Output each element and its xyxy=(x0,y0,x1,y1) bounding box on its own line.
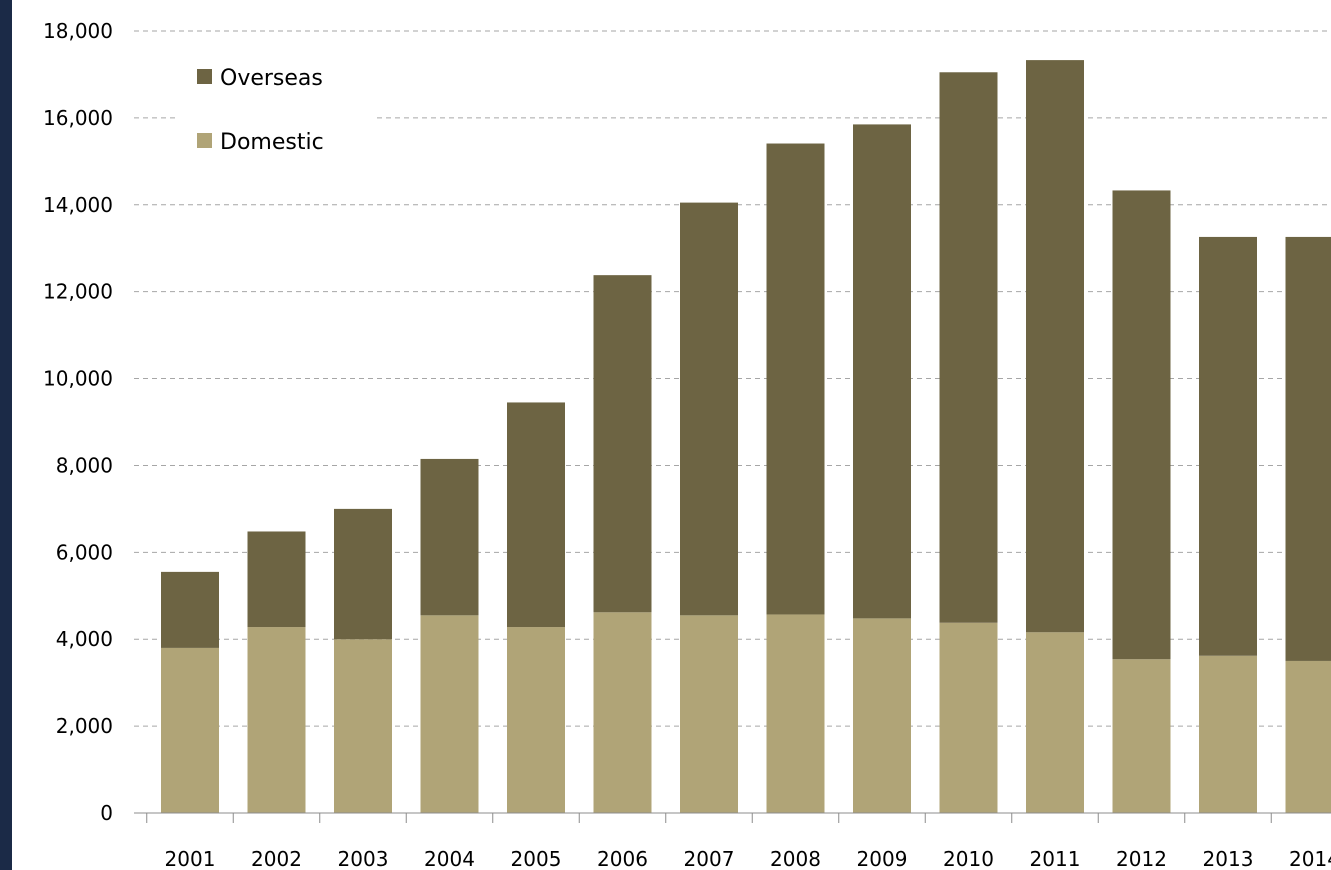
y-axis-tick-labels: 0 2,000 4,000 6,000 8,000 10,000 12,000 14,000 1… xyxy=(43,19,113,825)
x-tick-label: 2011 xyxy=(1030,847,1081,870)
legend-label-domestic: Domestic xyxy=(220,130,324,155)
bar-domestic xyxy=(853,618,911,813)
x-axis: 2001 2002 2003 2004 2005 2006 2007 2008 2009 2010… xyxy=(134,812,1331,870)
bar-domestic xyxy=(1026,632,1084,813)
bar-domestic xyxy=(161,647,219,813)
bar-overseas xyxy=(1199,236,1257,656)
y-tick-label: 2,000 xyxy=(56,714,113,738)
bar-overseas xyxy=(161,571,219,648)
bar-domestic xyxy=(680,615,738,813)
bar-domestic xyxy=(1285,660,1331,813)
chart-frame: 0 2,000 4,000 6,000 8,000 10,000 12,000 14,000 1… xyxy=(12,0,1331,870)
x-tick-label: 2010 xyxy=(943,847,994,870)
x-tick-label: 2002 xyxy=(251,847,302,870)
y-tick-label: 4,000 xyxy=(56,627,113,651)
legend-swatch-domestic xyxy=(197,133,212,148)
bar-domestic xyxy=(939,622,998,813)
bar-overseas xyxy=(507,402,565,628)
x-tick-label: 2006 xyxy=(597,847,648,870)
bar-domestic xyxy=(420,615,479,813)
bar-domestic xyxy=(334,639,392,813)
x-tick-label: 2004 xyxy=(424,847,475,870)
x-tick-label: 2014 xyxy=(1289,847,1331,870)
stacked-bar-chart: 0 2,000 4,000 6,000 8,000 10,000 12,000 14,000 1… xyxy=(43,19,1331,870)
y-tick-label: 10,000 xyxy=(43,367,113,391)
bar-overseas xyxy=(1285,236,1331,661)
bars xyxy=(161,60,1331,813)
x-tick-label: 2012 xyxy=(1116,847,1167,870)
bar-overseas xyxy=(593,275,652,613)
bar-domestic xyxy=(507,627,565,813)
y-tick-label: 8,000 xyxy=(56,453,113,477)
y-tick-label: 0 xyxy=(100,801,113,825)
y-tick-label: 18,000 xyxy=(43,19,113,43)
bar-domestic xyxy=(247,627,306,813)
legend-swatch-overseas xyxy=(197,69,212,84)
bar-overseas xyxy=(766,143,825,615)
x-tick-label: 2009 xyxy=(857,847,908,870)
bar-overseas xyxy=(334,508,392,640)
x-tick-label: 2005 xyxy=(511,847,562,870)
legend-label-overseas: Overseas xyxy=(220,66,323,91)
bar-overseas xyxy=(680,202,738,616)
y-tick-label: 6,000 xyxy=(56,540,113,564)
x-tick-label: 2013 xyxy=(1203,847,1254,870)
y-tick-label: 12,000 xyxy=(43,280,113,304)
bar-overseas xyxy=(420,458,479,616)
bar-overseas xyxy=(1112,190,1171,660)
bar-overseas xyxy=(853,124,911,619)
bar-overseas xyxy=(1026,60,1084,633)
bar-domestic xyxy=(1199,655,1257,813)
x-tick-label: 2007 xyxy=(684,847,735,870)
y-tick-label: 14,000 xyxy=(43,193,113,217)
x-tick-label: 2001 xyxy=(165,847,216,870)
bar-domestic xyxy=(593,612,652,813)
bar-overseas xyxy=(247,531,306,628)
legend: Overseas Domestic xyxy=(177,48,377,166)
x-tick-label: 2008 xyxy=(770,847,821,870)
y-tick-label: 16,000 xyxy=(43,106,113,130)
x-tick-label: 2003 xyxy=(338,847,389,870)
bar-overseas xyxy=(939,72,998,623)
bar-domestic xyxy=(766,614,825,813)
bar-domestic xyxy=(1112,659,1171,813)
